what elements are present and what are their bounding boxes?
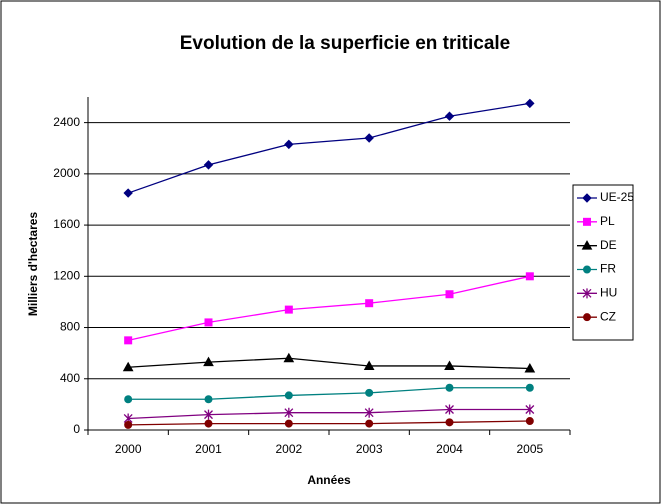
- marker: [525, 98, 535, 109]
- marker: [581, 240, 593, 250]
- series-line: [128, 357, 530, 370]
- legend-box: [572, 184, 634, 341]
- marker: [445, 418, 454, 427]
- series-line: [127, 102, 530, 194]
- x-tick-label: 2000: [115, 442, 142, 456]
- marker: [204, 395, 213, 404]
- marker: [203, 160, 214, 170]
- marker: [124, 336, 133, 345]
- legend-label: HU: [600, 286, 617, 300]
- legend-label: UE-25: [600, 190, 634, 204]
- marker: [583, 313, 591, 322]
- marker: [123, 188, 133, 198]
- marker: [284, 391, 293, 400]
- marker: [524, 363, 536, 373]
- marker: [364, 407, 374, 418]
- chart-title: Evolution de la superficie en triticale: [180, 33, 510, 54]
- marker: [525, 417, 534, 426]
- marker: [582, 193, 592, 203]
- x-tick-label: 2005: [516, 442, 543, 456]
- marker: [284, 407, 294, 418]
- marker: [124, 395, 133, 404]
- marker: [525, 404, 535, 415]
- x-axis-title: Années: [307, 473, 351, 487]
- marker: [122, 361, 134, 372]
- y-tick-label: 2000: [53, 166, 80, 180]
- marker: [582, 288, 592, 299]
- marker: [203, 356, 214, 367]
- marker: [284, 139, 294, 150]
- marker: [284, 419, 293, 428]
- series-line: [128, 275, 530, 341]
- marker: [365, 299, 374, 308]
- marker: [445, 290, 454, 299]
- series-line: [128, 387, 530, 400]
- legend-label: PL: [600, 214, 615, 228]
- marker: [124, 420, 133, 429]
- y-tick-label: 2400: [53, 115, 80, 129]
- legend-label: DE: [600, 238, 617, 252]
- marker: [204, 409, 213, 420]
- y-tick-label: 800: [60, 320, 80, 334]
- x-tick-label: 2001: [195, 442, 222, 456]
- legend-label: CZ: [600, 309, 616, 323]
- y-axis-title: Milliers d'hectares: [26, 212, 40, 317]
- x-tick-label: 2002: [275, 442, 302, 456]
- y-tick-label: 1200: [53, 268, 80, 282]
- x-tick-label: 2003: [356, 442, 383, 456]
- marker: [365, 419, 374, 428]
- marker: [365, 388, 374, 397]
- marker: [444, 111, 455, 121]
- marker: [525, 383, 534, 392]
- marker: [445, 383, 454, 392]
- marker: [525, 272, 534, 281]
- y-tick-label: 1600: [53, 217, 80, 231]
- marker: [204, 318, 213, 327]
- legend-label: FR: [600, 262, 616, 276]
- y-tick-label: 400: [60, 371, 80, 385]
- marker: [583, 217, 591, 226]
- series-line: [128, 420, 530, 426]
- marker: [364, 133, 374, 143]
- marker: [445, 404, 454, 415]
- y-tick-label: 0: [73, 422, 80, 436]
- marker: [444, 360, 455, 370]
- series-line: [128, 408, 530, 420]
- marker: [363, 360, 375, 370]
- marker: [583, 265, 591, 274]
- marker: [204, 419, 213, 428]
- marker: [284, 305, 293, 314]
- marker: [283, 352, 295, 363]
- x-tick-label: 2004: [436, 442, 463, 456]
